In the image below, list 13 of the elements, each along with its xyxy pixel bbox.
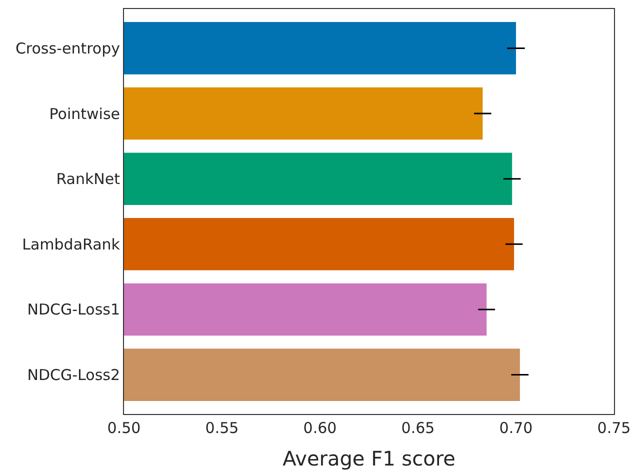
y-tick-label: Pointwise [49,104,120,123]
y-tick-label: LambdaRank [22,235,120,254]
x-tick-label: 0.55 [205,419,239,437]
x-tick-label: 0.75 [597,419,631,437]
x-tick-label: 0.50 [107,419,141,437]
x-tick-label: 0.70 [499,419,533,437]
x-tick-label: 0.65 [401,419,435,437]
y-tick-label: NDCG-Loss1 [27,300,120,319]
y-tick-label: RankNet [56,170,120,188]
x-axis-title: Average F1 score [282,446,456,470]
x-tick-label: 0.60 [303,419,337,437]
y-tick-label: Cross-entropy [15,39,120,58]
y-tick-label: NDCG-Loss2 [27,366,120,384]
